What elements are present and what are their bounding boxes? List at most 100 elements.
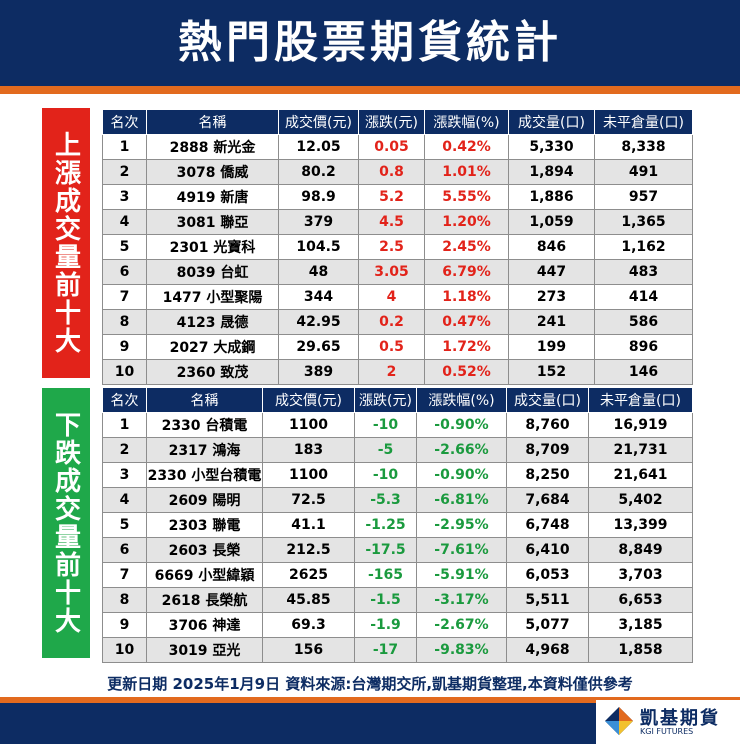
column-header: 成交價(元)	[262, 387, 355, 413]
cell-volume: 8,250	[506, 462, 589, 488]
cell-oi: 483	[594, 259, 693, 285]
cell-rank: 2	[102, 437, 147, 463]
cell-oi: 8,338	[594, 134, 693, 160]
cell-name: 2360 致茂	[146, 359, 279, 385]
cell-oi: 21,641	[588, 462, 693, 488]
cell-rank: 9	[102, 612, 147, 638]
table-row: 4 2609 陽明 72.5 -5.3 -6.81% 7,684 5,402	[102, 487, 693, 513]
column-header: 成交價(元)	[278, 109, 359, 135]
table-row: 6 2603 長榮 212.5 -17.5 -7.61% 6,410 8,849	[102, 537, 693, 563]
table-row: 1 2330 台積電 1100 -10 -0.90% 8,760 16,919	[102, 412, 693, 438]
cell-price: 183	[262, 437, 355, 463]
cell-rank: 1	[102, 134, 147, 160]
table-header-row: 名次 名稱 成交價(元) 漲跌(元) 漲跌幅(%) 成交量(口) 未平倉量(口)	[102, 109, 693, 135]
cell-pct: 0.42%	[424, 134, 509, 160]
cell-price: 80.2	[278, 159, 359, 185]
cell-pct: 1.20%	[424, 209, 509, 235]
cell-rank: 7	[102, 562, 147, 588]
cell-pct: 0.47%	[424, 309, 509, 335]
cell-oi: 1,858	[588, 637, 693, 663]
cell-pct: 2.45%	[424, 234, 509, 260]
cell-name: 3078 僑威	[146, 159, 279, 185]
cell-pct: -0.90%	[416, 462, 507, 488]
cell-oi: 414	[594, 284, 693, 310]
column-header: 成交量(口)	[508, 109, 595, 135]
cell-rank: 1	[102, 412, 147, 438]
cell-volume: 4,968	[506, 637, 589, 663]
cell-pct: -9.83%	[416, 637, 507, 663]
cell-oi: 3,185	[588, 612, 693, 638]
cell-rank: 5	[102, 512, 147, 538]
update-note: 更新日期 2025年1月9日 資料來源:台灣期交所,凱基期貨整理,本資料僅供參考	[107, 675, 633, 693]
cell-name: 2301 光寶科	[146, 234, 279, 260]
logo-subtitle: KGI FUTURES	[640, 727, 694, 736]
table-row: 2 2317 鴻海 183 -5 -2.66% 8,709 21,731	[102, 437, 693, 463]
table-row: 5 2301 光寶科 104.5 2.5 2.45% 846 1,162	[102, 234, 693, 260]
cell-price: 1100	[262, 412, 355, 438]
cell-volume: 1,886	[508, 184, 595, 210]
table-row: 2 3078 僑威 80.2 0.8 1.01% 1,894 491	[102, 159, 693, 185]
cell-volume: 6,748	[506, 512, 589, 538]
cell-volume: 5,077	[506, 612, 589, 638]
cell-price: 45.85	[262, 587, 355, 613]
cell-name: 2609 陽明	[146, 487, 263, 513]
cell-volume: 6,053	[506, 562, 589, 588]
cell-oi: 146	[594, 359, 693, 385]
cell-volume: 241	[508, 309, 595, 335]
table-row: 3 4919 新唐 98.9 5.2 5.55% 1,886 957	[102, 184, 693, 210]
table-row: 10 3019 亞光 156 -17 -9.83% 4,968 1,858	[102, 637, 693, 663]
falling-volume-table: 名次 名稱 成交價(元) 漲跌(元) 漲跌幅(%) 成交量(口) 未平倉量(口) 1 23 30…	[102, 387, 693, 663]
cell-change: 0.05	[358, 134, 425, 160]
falling-section-label: 下跌成交量前十大	[42, 388, 90, 658]
cell-price: 98.9	[278, 184, 359, 210]
cell-rank: 10	[102, 359, 147, 385]
column-header: 漲跌幅(%)	[424, 109, 509, 135]
cell-pct: -2.95%	[416, 512, 507, 538]
column-header: 名稱	[146, 387, 263, 413]
cell-rank: 3	[102, 184, 147, 210]
cell-change: -1.25	[354, 512, 417, 538]
column-header: 未平倉量(口)	[594, 109, 693, 135]
cell-name: 3706 神達	[146, 612, 263, 638]
cell-change: 4	[358, 284, 425, 310]
table-row: 8 4123 晟德 42.95 0.2 0.47% 241 586	[102, 309, 693, 335]
table-row: 9 2027 大成鋼 29.65 0.5 1.72% 199 896	[102, 334, 693, 360]
cell-price: 379	[278, 209, 359, 235]
cell-pct: 1.18%	[424, 284, 509, 310]
table-row: 8 2618 長榮航 45.85 -1.5 -3.17% 5,511 6,653	[102, 587, 693, 613]
cell-pct: 6.79%	[424, 259, 509, 285]
cell-change: -17	[354, 637, 417, 663]
cell-rank: 5	[102, 234, 147, 260]
cell-rank: 3	[102, 462, 147, 488]
cell-name: 4919 新唐	[146, 184, 279, 210]
cell-oi: 586	[594, 309, 693, 335]
cell-oi: 21,731	[588, 437, 693, 463]
cell-pct: -3.17%	[416, 587, 507, 613]
column-header: 名次	[102, 387, 147, 413]
cell-oi: 13,399	[588, 512, 693, 538]
cell-pct: 0.52%	[424, 359, 509, 385]
cell-price: 344	[278, 284, 359, 310]
cell-pct: -6.81%	[416, 487, 507, 513]
cell-volume: 8,760	[506, 412, 589, 438]
cell-oi: 8,849	[588, 537, 693, 563]
cell-pct: 5.55%	[424, 184, 509, 210]
table-row: 6 8039 台虹 48 3.05 6.79% 447 483	[102, 259, 693, 285]
cell-rank: 4	[102, 487, 147, 513]
cell-name: 2317 鴻海	[146, 437, 263, 463]
cell-oi: 16,919	[588, 412, 693, 438]
cell-name: 2888 新光金	[146, 134, 279, 160]
cell-name: 1477 小型聚陽	[146, 284, 279, 310]
cell-oi: 491	[594, 159, 693, 185]
cell-oi: 3,703	[588, 562, 693, 588]
cell-volume: 152	[508, 359, 595, 385]
cell-rank: 10	[102, 637, 147, 663]
table-header-row: 名次 名稱 成交價(元) 漲跌(元) 漲跌幅(%) 成交量(口) 未平倉量(口)	[102, 387, 693, 413]
column-header: 成交量(口)	[506, 387, 589, 413]
cell-change: 0.2	[358, 309, 425, 335]
cell-oi: 1,162	[594, 234, 693, 260]
table-row: 7 1477 小型聚陽 344 4 1.18% 273 414	[102, 284, 693, 310]
cell-name: 3019 亞光	[146, 637, 263, 663]
table-row: 7 6669 小型緯穎 2625 -165 -5.91% 6,053 3,703	[102, 562, 693, 588]
cell-name: 6669 小型緯穎	[146, 562, 263, 588]
